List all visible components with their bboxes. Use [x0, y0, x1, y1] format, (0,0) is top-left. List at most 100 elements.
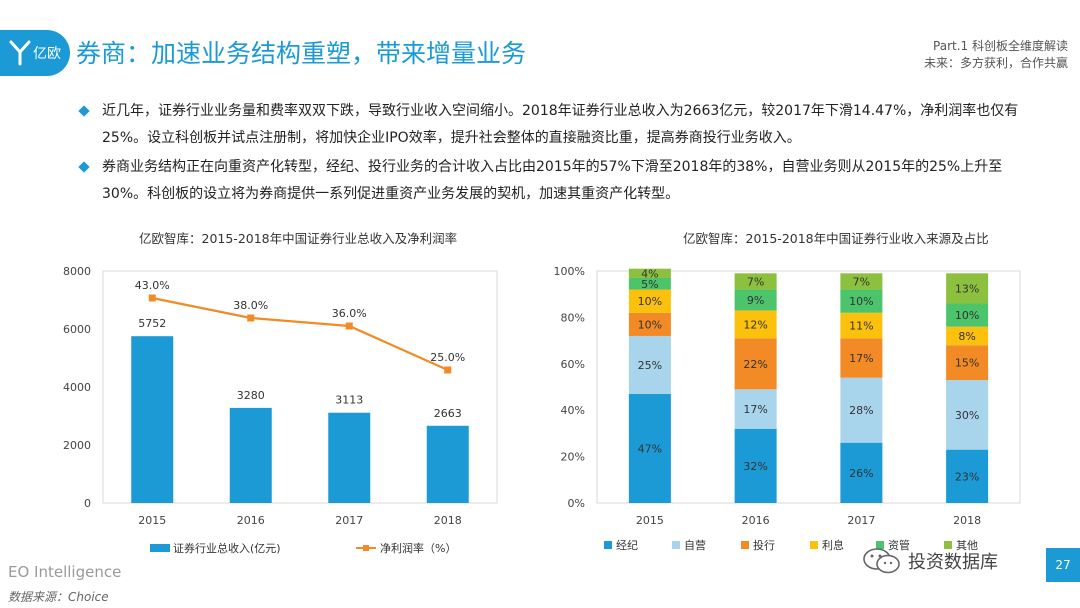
chart2-legend-label: 投行	[753, 538, 775, 552]
footer-brand: EO Intelligence	[8, 563, 122, 581]
chart2-legend-label: 自营	[684, 538, 706, 552]
chart2-segment-label: 7%	[747, 275, 764, 288]
chart1-y-tick-label: 2000	[63, 439, 91, 452]
chart1-bar-label: 5752	[138, 317, 166, 330]
chart1-bar-label: 2663	[434, 407, 462, 420]
chart2-segment-label: 11%	[849, 320, 873, 333]
chart2-segment-label: 22%	[743, 358, 767, 371]
page-number: 27	[1046, 548, 1080, 582]
chart2-segment	[734, 389, 777, 429]
chart2-x-tick-label: 2017	[847, 514, 875, 527]
chart1-bar	[131, 336, 174, 503]
bullet-text: 近几年，证券行业业务量和费率双双下跌，导致行业收入空间缩小。2018年证券行业总…	[102, 103, 1019, 146]
chart2-legend-swatch	[944, 541, 952, 549]
chart1-x-tick-label: 2015	[138, 514, 166, 527]
chart2-segment-label: 10%	[638, 318, 662, 331]
chart2-segment-label: 13%	[955, 282, 979, 295]
bullet-text: 券商业务结构正在向重资产化转型，经纪、投行业务的合计收入占比由2015年的57%…	[102, 159, 1003, 202]
chart1-line-series	[152, 296, 449, 372]
chart2-segment	[628, 393, 671, 503]
chart1-y-tick-label: 4000	[63, 381, 91, 394]
chart1-line-point	[247, 314, 255, 322]
chart1-line-label: 36.0%	[332, 307, 367, 320]
chart2-y-tick-label: 60%	[561, 358, 585, 371]
bullet-item: 券商业务结构正在向重资产化转型，经纪、投行业务的合计收入占比由2015年的57%…	[78, 154, 1040, 208]
chart1-line-label: 38.0%	[233, 299, 268, 312]
part-label: Part.1 科创板全维度解读	[933, 39, 1068, 53]
chart2-segment	[840, 273, 883, 290]
chart2-segment-label: 25%	[638, 359, 662, 372]
chart2-segment	[840, 289, 883, 313]
chart1-line-point	[148, 294, 156, 302]
logo-y-icon	[9, 40, 31, 66]
chart1-legend-line-label: 净利润率（%）	[380, 541, 456, 555]
chart2-y-tick-label: 20%	[561, 451, 585, 464]
wechat-icon	[863, 548, 900, 574]
chart2-legend-label: 经纪	[616, 539, 638, 552]
chart2-x-tick-label: 2016	[742, 514, 770, 527]
wechat-account-name: 投资数据库	[908, 552, 998, 573]
chart1-x-tick-label: 2017	[335, 514, 363, 527]
chart2-segment-label: 5%	[641, 278, 658, 291]
chart2-legend-label: 其他	[956, 539, 978, 552]
chart2-segment	[840, 338, 883, 378]
chart2-y-tick-label: 0%	[568, 497, 585, 510]
chart1-line-point	[345, 322, 353, 330]
chart2-y-tick-label: 80%	[561, 311, 585, 324]
chart2-segment-label: 10%	[955, 309, 979, 322]
chart1-y-tick-label: 8000	[63, 265, 91, 278]
chart2-segment-label: 10%	[638, 295, 662, 308]
chart2-segment	[628, 277, 671, 290]
chart1-bar	[229, 407, 272, 503]
chart1-legend-bar-swatch	[150, 544, 170, 552]
chart2-segment-label: 12%	[743, 318, 767, 331]
chart2-segment-label: 17%	[743, 403, 767, 416]
chart2-segment	[946, 380, 989, 450]
chart2-legend-swatch	[876, 541, 884, 549]
chart2-segment-label: 8%	[958, 330, 975, 343]
chart2-segment-label: 17%	[849, 352, 873, 365]
brand-logo: 亿欧	[0, 30, 70, 76]
chart2-segment	[946, 303, 989, 327]
chart1-legend-bar-label: 证券行业总收入(亿元)	[173, 541, 281, 555]
chart2-legend-label: 利息	[822, 538, 844, 552]
chart2-segment-label: 4%	[641, 267, 658, 280]
chart2-segment	[734, 273, 777, 290]
chart2-segment	[628, 289, 671, 313]
chart2-segment	[946, 449, 989, 503]
bullet-list: 近几年，证券行业业务量和费率双双下跌，导致行业收入空间缩小。2018年证券行业总…	[78, 98, 1040, 210]
chart1-bar	[426, 425, 469, 503]
chart2-segment	[840, 377, 883, 443]
chart1-y-tick-label: 6000	[63, 323, 91, 336]
chart2-segment	[840, 442, 883, 503]
chart1-x-tick-label: 2016	[237, 514, 265, 527]
chart2-y-tick-label: 100%	[554, 265, 585, 278]
chart1-bar-label: 3113	[335, 394, 363, 407]
chart2-x-tick-label: 2015	[636, 514, 664, 527]
chart2-segment	[734, 310, 777, 339]
chart2-segment-label: 47%	[638, 442, 662, 455]
bullet-item: 近几年，证券行业业务量和费率双双下跌，导致行业收入空间缩小。2018年证券行业总…	[78, 98, 1040, 152]
chart2-segment	[734, 428, 777, 503]
chart2-y-tick-label: 40%	[561, 404, 585, 417]
chart2-segment-label: 28%	[849, 404, 873, 417]
chart2-segment-label: 9%	[747, 294, 764, 307]
chart2-segment	[946, 345, 989, 381]
chart2-segment	[946, 326, 989, 346]
chart2-segment	[628, 312, 671, 336]
chart1-line-label: 43.0%	[135, 279, 170, 292]
chart2-x-tick-label: 2018	[953, 514, 981, 527]
chart2-segment	[628, 335, 671, 394]
chart2-segment-label: 10%	[849, 295, 873, 308]
wechat-watermark: 投资数据库	[862, 546, 998, 576]
chart2-segment-label: 15%	[955, 357, 979, 370]
data-source: 数据来源：Choice	[8, 590, 109, 604]
page-title: 券商：加速业务结构重塑，带来增量业务	[76, 39, 527, 68]
chart1-line-point	[444, 366, 452, 374]
chart1-line-label: 25.0%	[430, 351, 465, 364]
logo-text: 亿欧	[33, 46, 61, 62]
chart2-legend-swatch	[810, 541, 818, 549]
chart1-bar-label: 3280	[237, 389, 265, 402]
section-info: Part.1 科创板全维度解读 未来：多方获利，合作共赢	[924, 38, 1068, 72]
